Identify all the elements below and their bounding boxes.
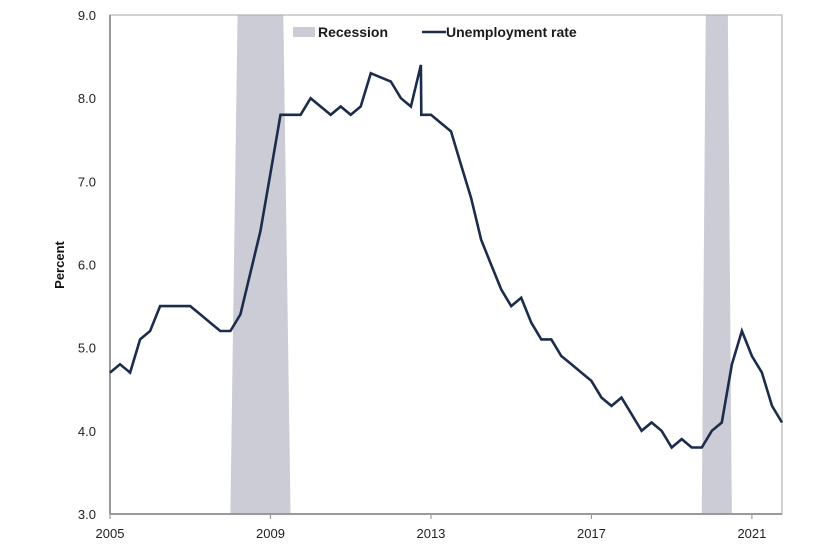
y-tick-label: 8.0 [78, 91, 96, 106]
plot-frame [109, 14, 783, 515]
y-tick-label: 4.0 [78, 424, 96, 439]
x-tick-label: 2021 [737, 526, 766, 541]
recession-bands [230, 15, 732, 514]
recession-band [701, 15, 732, 514]
unemployment-line [109, 64, 784, 450]
legend-recession-label: Recession [318, 24, 388, 40]
legend-unemployment-label: Unemployment rate [446, 24, 577, 40]
x-tick-label: 2009 [256, 526, 285, 541]
recession-band [230, 15, 291, 514]
legend-recession-swatch [293, 27, 315, 37]
x-tick-label: 2005 [96, 526, 125, 541]
y-tick-label: 3.0 [78, 507, 96, 522]
y-tick-label: 6.0 [78, 258, 96, 273]
y-tick-label: 5.0 [78, 341, 96, 356]
y-tick-label: 9.0 [78, 8, 96, 23]
legend: Recession Unemployment rate [293, 24, 577, 40]
x-tick-label: 2017 [577, 526, 606, 541]
x-axis-ticks: 2005 2009 2013 2017 2021 [96, 514, 766, 541]
y-axis-ticks: 3.0 4.0 5.0 6.0 7.0 8.0 9.0 [78, 8, 96, 522]
unemployment-rate-line [109, 64, 784, 450]
x-tick-label: 2013 [416, 526, 445, 541]
y-tick-label: 7.0 [78, 174, 96, 189]
y-axis-title: Percent [52, 240, 67, 288]
